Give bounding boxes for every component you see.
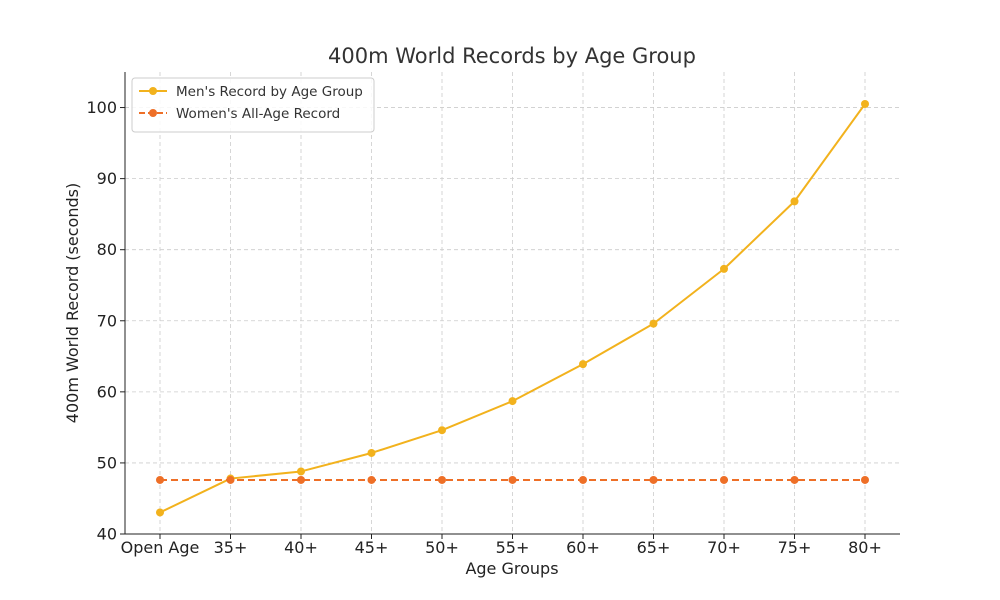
x-axis-label: Age Groups bbox=[465, 559, 558, 578]
x-tick-label: 70+ bbox=[707, 538, 741, 557]
y-tick-label: 80 bbox=[97, 240, 117, 259]
legend-label: Men's Record by Age Group bbox=[176, 84, 363, 100]
x-tick-label: 60+ bbox=[566, 538, 600, 557]
data-point bbox=[508, 475, 517, 484]
legend-item: Women's All-Age Record bbox=[139, 106, 340, 122]
series-layer bbox=[156, 99, 869, 517]
legend-box bbox=[131, 77, 375, 133]
data-point bbox=[367, 448, 376, 457]
y-axis-label: 400m World Record (seconds) bbox=[63, 183, 82, 423]
x-tick-label: 50+ bbox=[425, 538, 459, 557]
data-point bbox=[861, 475, 869, 484]
data-point bbox=[790, 475, 799, 484]
data-point bbox=[297, 475, 305, 484]
data-point bbox=[861, 99, 869, 108]
data-point bbox=[579, 360, 587, 369]
legend-item: Men's Record by Age Group bbox=[139, 84, 363, 100]
axes: Open Age 35+ 40+ 45+ 50+ 55+ 60+ 65+ 70+ 75+ 80+ 40… bbox=[86, 72, 900, 557]
grid bbox=[125, 72, 900, 535]
x-tick-label: 45+ bbox=[355, 538, 389, 557]
x-tick-label: 80+ bbox=[848, 538, 882, 557]
data-point bbox=[156, 475, 164, 484]
data-point bbox=[720, 475, 728, 484]
legend-swatch-marker bbox=[149, 87, 157, 95]
data-point bbox=[579, 475, 587, 484]
x-tick-label: 35+ bbox=[214, 538, 248, 557]
y-tick-label: 90 bbox=[97, 169, 117, 188]
x-tick-label: 55+ bbox=[496, 538, 530, 557]
x-tick-label: 75+ bbox=[778, 538, 812, 557]
y-tick-label: 100 bbox=[86, 98, 117, 117]
series-2 bbox=[156, 475, 869, 484]
data-point bbox=[438, 475, 446, 484]
data-point bbox=[790, 197, 799, 206]
data-point bbox=[649, 475, 658, 484]
y-tick-label: 50 bbox=[97, 453, 117, 472]
data-point bbox=[367, 475, 376, 484]
data-point bbox=[297, 467, 305, 476]
x-tick-label: 40+ bbox=[284, 538, 318, 557]
data-point bbox=[156, 508, 164, 517]
y-tick-label: 70 bbox=[97, 311, 117, 330]
y-tick-label: 40 bbox=[97, 525, 117, 544]
data-point bbox=[649, 319, 658, 328]
data-point bbox=[226, 475, 235, 484]
data-point bbox=[720, 264, 728, 273]
x-tick-label: Open Age bbox=[121, 538, 200, 557]
legend: Men's Record by Age Group Women's All-Age… bbox=[131, 77, 375, 133]
legend-label: Women's All-Age Record bbox=[176, 106, 340, 122]
x-tick-label: 65+ bbox=[637, 538, 671, 557]
chart-title: 400m World Records by Age Group bbox=[328, 44, 696, 68]
data-point bbox=[508, 397, 517, 406]
data-point bbox=[438, 426, 446, 435]
y-tick-label: 60 bbox=[97, 382, 117, 401]
legend-swatch-marker bbox=[149, 109, 157, 117]
